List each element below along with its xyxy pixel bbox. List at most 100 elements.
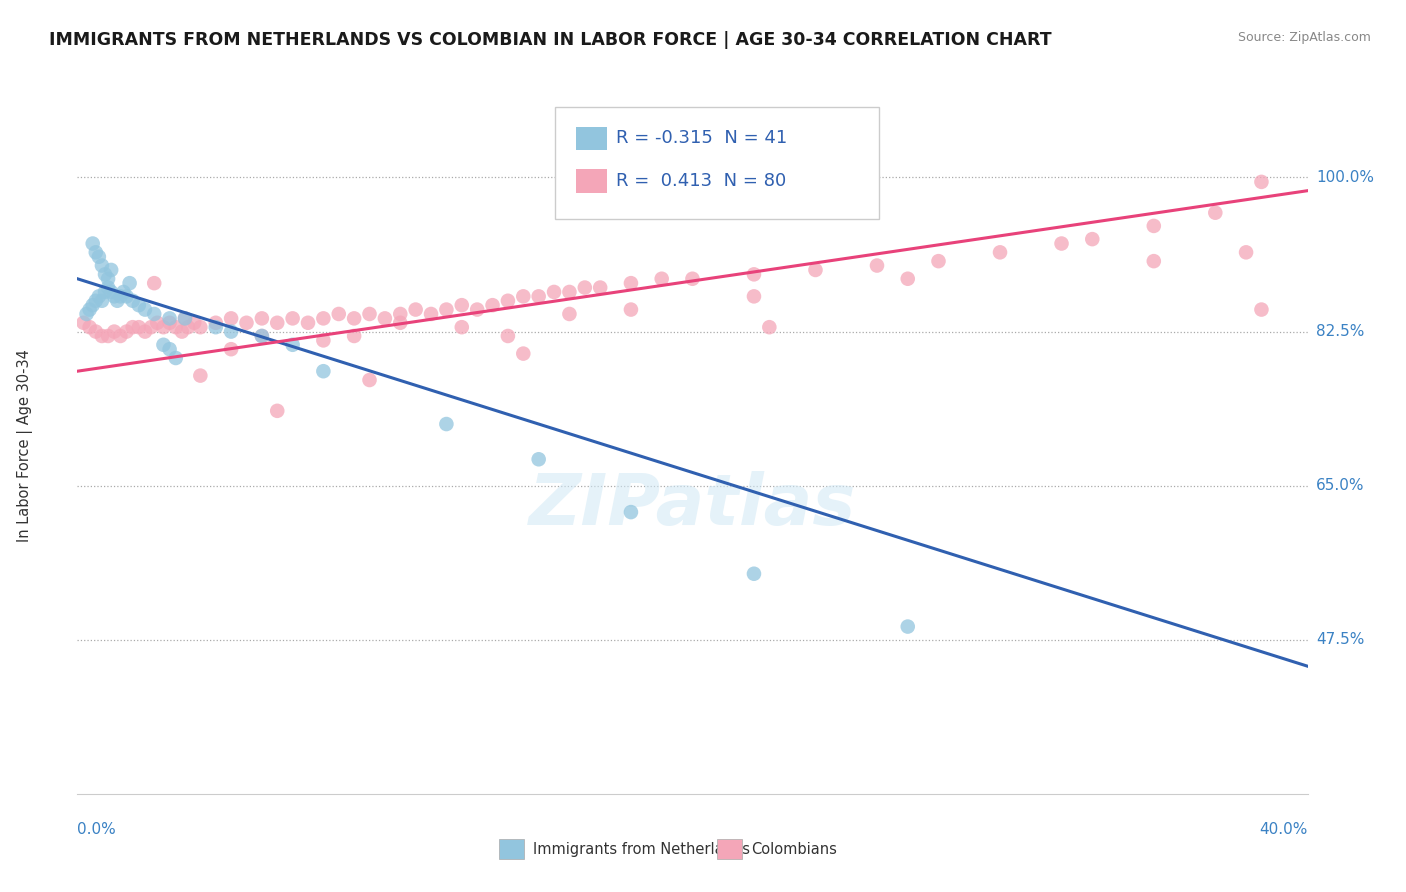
- Point: [177, 320, 200, 334]
- Point: [1050, 236, 1073, 251]
- Point: [374, 311, 396, 326]
- Point: [405, 302, 427, 317]
- Point: [436, 417, 458, 431]
- Point: [204, 320, 226, 334]
- Point: [152, 320, 174, 334]
- Point: [1143, 219, 1166, 233]
- Point: [134, 325, 156, 339]
- Point: [897, 619, 920, 633]
- Point: [105, 293, 128, 308]
- Point: [110, 289, 132, 303]
- Point: [1081, 232, 1104, 246]
- Point: [343, 329, 366, 343]
- Point: [312, 364, 335, 378]
- Text: 100.0%: 100.0%: [1316, 170, 1374, 185]
- Point: [804, 263, 827, 277]
- Text: 82.5%: 82.5%: [1316, 324, 1364, 339]
- Point: [128, 320, 150, 334]
- Point: [512, 346, 534, 360]
- Point: [90, 259, 114, 273]
- Point: [742, 289, 765, 303]
- Point: [359, 307, 381, 321]
- Point: [128, 298, 150, 312]
- Point: [219, 325, 242, 339]
- Point: [250, 311, 273, 326]
- Point: [1250, 175, 1272, 189]
- Point: [90, 293, 114, 308]
- Point: [94, 285, 117, 299]
- Point: [527, 452, 550, 467]
- Text: Immigrants from Netherlands: Immigrants from Netherlands: [533, 842, 749, 856]
- Point: [204, 316, 226, 330]
- Point: [118, 276, 141, 290]
- Point: [250, 329, 273, 343]
- Point: [312, 334, 335, 348]
- Point: [527, 289, 550, 303]
- Point: [250, 329, 273, 343]
- Point: [266, 404, 288, 418]
- Point: [620, 302, 643, 317]
- Point: [97, 271, 120, 285]
- Point: [481, 298, 503, 312]
- Point: [143, 307, 166, 321]
- Point: [1234, 245, 1257, 260]
- Point: [112, 285, 135, 299]
- Point: [281, 338, 304, 352]
- Point: [558, 285, 581, 299]
- Point: [90, 329, 114, 343]
- Point: [558, 307, 581, 321]
- Point: [84, 325, 107, 339]
- Point: [121, 320, 143, 334]
- Point: [450, 320, 472, 334]
- Point: [281, 311, 304, 326]
- Text: 0.0%: 0.0%: [77, 822, 117, 837]
- Point: [496, 293, 519, 308]
- Point: [87, 250, 110, 264]
- Point: [389, 307, 412, 321]
- Point: [589, 280, 612, 294]
- Point: [84, 293, 107, 308]
- Point: [87, 289, 110, 303]
- Point: [100, 263, 122, 277]
- Point: [134, 302, 156, 317]
- Point: [103, 325, 125, 339]
- Point: [115, 289, 138, 303]
- Point: [897, 271, 920, 285]
- Point: [97, 280, 120, 294]
- Point: [100, 285, 122, 299]
- Point: [574, 280, 596, 294]
- Text: Source: ZipAtlas.com: Source: ZipAtlas.com: [1237, 31, 1371, 45]
- Point: [297, 316, 319, 330]
- Point: [328, 307, 350, 321]
- Point: [72, 316, 94, 330]
- Point: [174, 311, 197, 326]
- Text: In Labor Force | Age 30-34: In Labor Force | Age 30-34: [17, 350, 34, 542]
- Point: [97, 329, 120, 343]
- Point: [235, 316, 257, 330]
- Text: 40.0%: 40.0%: [1260, 822, 1308, 837]
- Point: [1250, 302, 1272, 317]
- Point: [110, 329, 132, 343]
- Point: [543, 285, 565, 299]
- Point: [165, 351, 187, 365]
- Point: [115, 325, 138, 339]
- Point: [143, 276, 166, 290]
- Point: [312, 311, 335, 326]
- Point: [866, 259, 889, 273]
- Point: [343, 311, 366, 326]
- Point: [165, 320, 187, 334]
- Text: ZIPatlas: ZIPatlas: [529, 471, 856, 540]
- Point: [79, 320, 101, 334]
- Point: [121, 293, 143, 308]
- Point: [420, 307, 443, 321]
- Text: R = -0.315  N = 41: R = -0.315 N = 41: [616, 129, 787, 147]
- Point: [82, 298, 104, 312]
- Point: [94, 268, 117, 282]
- Point: [170, 325, 193, 339]
- Text: 65.0%: 65.0%: [1316, 478, 1364, 493]
- Point: [159, 311, 181, 326]
- Point: [84, 245, 107, 260]
- Text: IMMIGRANTS FROM NETHERLANDS VS COLOMBIAN IN LABOR FORCE | AGE 30-34 CORRELATION : IMMIGRANTS FROM NETHERLANDS VS COLOMBIAN…: [49, 31, 1052, 49]
- Point: [82, 236, 104, 251]
- Point: [620, 505, 643, 519]
